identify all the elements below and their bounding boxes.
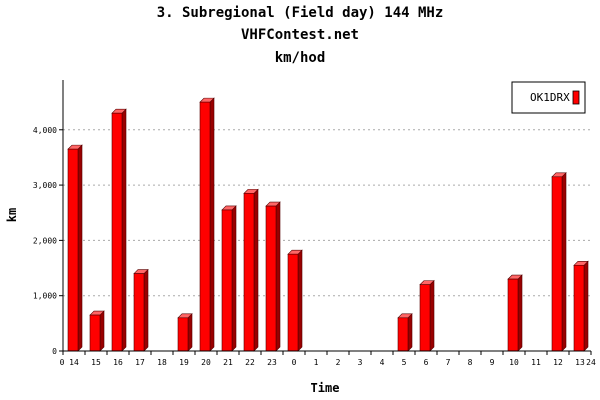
- x-tick-label: 2: [336, 358, 341, 367]
- legend-swatch: [572, 90, 580, 105]
- grid-lines: [63, 129, 591, 297]
- x-tick-label: 6: [424, 358, 429, 367]
- bar-front: [111, 112, 123, 352]
- x-tick-label: 1: [314, 358, 319, 367]
- chart-title: 3. Subregional (Field day) 144 MHz: [156, 5, 444, 21]
- bar-front: [221, 209, 233, 352]
- x-tick-label: 21: [223, 358, 233, 367]
- bar-front: [67, 148, 79, 352]
- bar: [133, 268, 149, 352]
- x-tick-label: 9: [490, 358, 495, 367]
- bar-front: [265, 205, 277, 352]
- y-tick-label: 0: [52, 347, 57, 356]
- bar-side: [121, 108, 127, 352]
- x-tick-label: 5: [402, 358, 407, 367]
- bar-side: [187, 313, 193, 352]
- legend-label: OK1DRX: [530, 91, 570, 104]
- bar: [199, 97, 215, 352]
- x-tick-label: 19: [179, 358, 189, 367]
- x-axis-start-label: 0: [60, 358, 65, 367]
- x-tick-label: 11: [531, 358, 541, 367]
- y-tick-label: 1,000: [33, 292, 57, 301]
- y-axis-label: km: [5, 208, 19, 222]
- x-tick-label: 8: [468, 358, 473, 367]
- bar: [551, 172, 567, 352]
- bar: [111, 108, 127, 352]
- bar-side: [275, 201, 281, 352]
- x-axis-end-label: 24: [586, 358, 596, 367]
- x-tick-label: 14: [69, 358, 79, 367]
- x-tick-label: 18: [157, 358, 167, 367]
- bar: [573, 260, 589, 352]
- bar-side: [583, 260, 589, 352]
- bar-series: [67, 97, 589, 352]
- bar: [397, 313, 413, 352]
- bar: [287, 249, 303, 352]
- bar: [67, 144, 83, 352]
- bar-front: [243, 193, 255, 352]
- bar: [265, 201, 281, 352]
- y-tick-label: 4,000: [33, 126, 57, 135]
- bar-front: [397, 317, 409, 352]
- axes: [59, 80, 592, 355]
- bar-front: [287, 253, 299, 352]
- x-tick-label: 10: [509, 358, 519, 367]
- chart-subtitle: VHFContest.net: [240, 27, 359, 43]
- x-tick-label: 22: [245, 358, 255, 367]
- bar-front: [573, 264, 585, 352]
- bar: [507, 274, 523, 352]
- bar-side: [561, 172, 567, 352]
- x-tick-label: 23: [267, 358, 277, 367]
- bar-front: [199, 101, 211, 352]
- bar-side: [407, 313, 413, 352]
- bar-front: [89, 314, 101, 352]
- x-tick-label: 13: [575, 358, 585, 367]
- x-tick-label: 17: [135, 358, 145, 367]
- bar-side: [253, 188, 259, 352]
- y-tick-label: 2,000: [33, 236, 57, 245]
- bar-front: [133, 273, 145, 352]
- bar-side: [429, 279, 435, 352]
- x-tick-label: 4: [380, 358, 385, 367]
- y-tick-label: 3,000: [33, 181, 57, 190]
- bar-side: [231, 205, 237, 352]
- bar-side: [517, 274, 523, 352]
- bar: [177, 313, 193, 352]
- bar: [243, 188, 259, 352]
- bar-side: [209, 97, 215, 352]
- chart-unit-subtitle: km/hod: [274, 50, 326, 66]
- bar-front: [177, 317, 189, 352]
- x-tick-label: 7: [446, 358, 451, 367]
- x-tick-label: 20: [201, 358, 211, 367]
- y-tick-labels: 0 1,000 2,000 3,000 4,000: [33, 126, 57, 356]
- bar: [419, 279, 435, 352]
- bar-side: [77, 144, 83, 352]
- bar-side: [297, 249, 303, 352]
- x-tick-label: 3: [358, 358, 363, 367]
- bar: [89, 310, 105, 352]
- bar-front: [419, 284, 431, 352]
- bar-front: [551, 176, 563, 352]
- x-tick-label: 16: [113, 358, 123, 367]
- bar-side: [99, 310, 105, 352]
- x-axis-label: Time: [311, 381, 340, 395]
- x-tick-label: 0: [292, 358, 297, 367]
- x-tick-label: 15: [91, 358, 101, 367]
- legend: OK1DRX: [511, 81, 586, 114]
- x-tick-label: 12: [553, 358, 563, 367]
- bar-front: [507, 278, 519, 352]
- bar-side: [143, 268, 149, 352]
- bar: [221, 205, 237, 352]
